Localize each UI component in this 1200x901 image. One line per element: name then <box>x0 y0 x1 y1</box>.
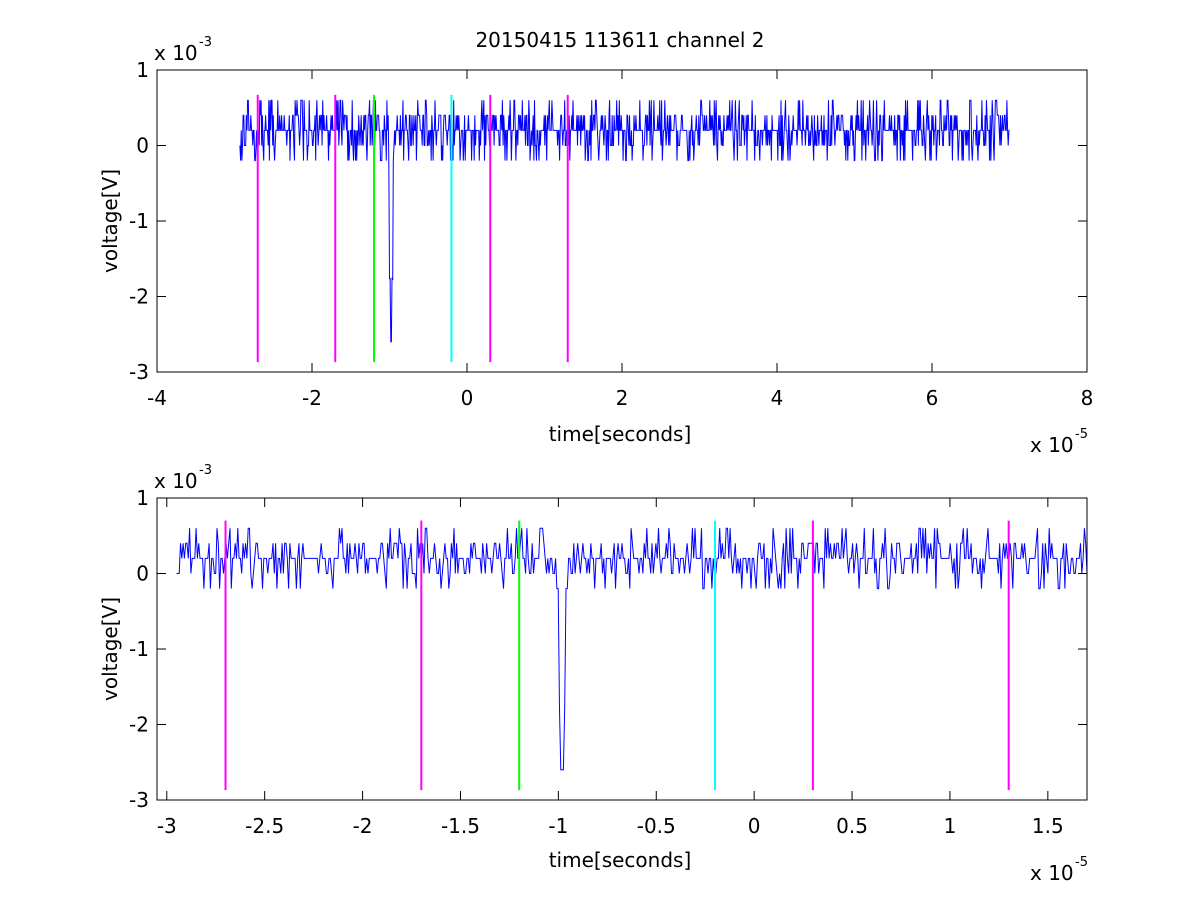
y-tick-label: 0 <box>136 562 149 586</box>
top-ticks <box>156 69 1088 373</box>
chart-title: 20150415 113611 channel 2 <box>475 28 764 52</box>
y-tick-label: -2 <box>129 713 149 737</box>
x-tick-label: -1 <box>548 814 568 838</box>
y-tick-label: -1 <box>129 209 149 233</box>
y-exponent-label: -3 <box>199 35 212 50</box>
signal-series-line <box>176 527 1088 771</box>
x-multiplier-label: x 10 <box>1030 433 1074 457</box>
bottom-y-multiplier: x 10 -3 <box>154 463 212 493</box>
x-tick-label: -2.5 <box>245 814 284 838</box>
x-axis-label: time[seconds] <box>549 848 692 872</box>
x-tick-label: 1.5 <box>1032 814 1064 838</box>
x-axis-label: time[seconds] <box>549 422 692 446</box>
x-tick-label: 1 <box>944 814 957 838</box>
y-tick-label: -2 <box>129 285 149 309</box>
x-tick-label: 8 <box>1081 386 1094 410</box>
y-tick-label: 1 <box>136 58 149 82</box>
x-tick-label: -2 <box>353 814 373 838</box>
y-multiplier-label: x 10 <box>154 469 198 493</box>
x-tick-label: 6 <box>926 386 939 410</box>
x-tick-label: 0 <box>461 386 474 410</box>
y-tick-label: -3 <box>129 360 149 384</box>
top-x-multiplier: x 10 -5 <box>1030 427 1088 457</box>
y-multiplier-label: x 10 <box>154 41 198 65</box>
x-exponent-label: -5 <box>1075 427 1088 442</box>
y-exponent-label: -3 <box>199 463 212 478</box>
top-y-multiplier: x 10 -3 <box>154 35 212 65</box>
bottom-plot-area <box>176 520 1088 791</box>
x-tick-label: -1.5 <box>441 814 480 838</box>
bottom-subplot: -3 -2.5 -2 -1.5 -1 -0.5 0 0.5 1 1.5 -3 -2 -1 0 1 x 10 … <box>98 463 1088 885</box>
x-tick-label: -4 <box>147 386 167 410</box>
y-tick-label: 0 <box>136 134 149 158</box>
signal-series-line <box>239 99 1010 343</box>
x-tick-label: -0.5 <box>637 814 676 838</box>
bottom-x-multiplier: x 10 -5 <box>1030 855 1088 885</box>
y-axis-label: voltage[V] <box>98 597 122 701</box>
x-tick-label: 2 <box>616 386 629 410</box>
x-tick-label: 0 <box>748 814 761 838</box>
bottom-ticks <box>157 497 1087 801</box>
top-plot-area <box>239 94 1010 363</box>
y-tick-label: -1 <box>129 637 149 661</box>
x-tick-label: -3 <box>157 814 177 838</box>
x-tick-label: 0.5 <box>836 814 868 838</box>
x-tick-label: -2 <box>302 386 322 410</box>
top-tick-labels: -4 -2 0 2 4 6 8 -3 -2 -1 0 1 <box>129 58 1093 410</box>
x-multiplier-label: x 10 <box>1030 861 1074 885</box>
x-exponent-label: -5 <box>1075 855 1088 870</box>
y-tick-label: 1 <box>136 486 149 510</box>
top-subplot: 20150415 113611 channel 2 -4 -2 0 2 4 6 8-3-2-… <box>98 28 1093 457</box>
x-tick-label: 4 <box>771 386 784 410</box>
y-axis-label: voltage[V] <box>98 169 122 273</box>
bottom-tick-labels: -3 -2.5 -2 -1.5 -1 -0.5 0 0.5 1 1.5 -3 -2 -1 0 1 <box>129 486 1064 838</box>
y-tick-label: -3 <box>129 788 149 812</box>
